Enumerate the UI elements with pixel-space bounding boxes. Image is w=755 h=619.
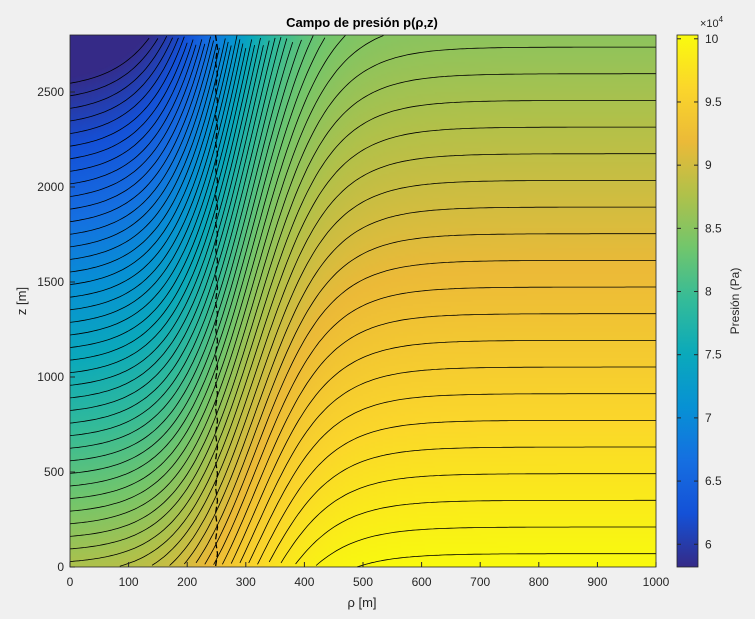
contour-line [222,313,656,565]
contour-line [69,40,214,235]
colorbar-exponent: ×104 [700,15,724,30]
colorbar-frame [676,34,699,568]
contour-line [69,100,656,562]
contour-line [69,39,302,474]
contour-line [69,45,264,399]
contour-line [69,44,217,248]
contour-line [183,206,656,565]
contour-line [69,36,185,147]
y-axis-label: z [m] [14,287,29,315]
x-tick-label: 0 [67,575,74,589]
x-tick-label: 700 [470,575,490,589]
colorbar-tick-label: 9 [705,158,712,172]
contour-line [69,39,203,197]
contour-line [69,36,168,109]
contour-line [268,446,656,563]
contour-line [69,46,656,537]
contour-line [69,36,211,223]
y-axis: 0 500 1000 1500 2000 2500 [37,85,75,574]
contour-line [69,44,197,185]
colorbar-gradient [677,35,698,567]
contour-line [248,393,656,564]
contour-line [69,73,656,550]
contour-line [356,553,656,568]
colorbar-tick-label: 6 [705,537,712,551]
contour-line [69,41,294,462]
plot-area[interactable] [69,34,657,568]
contour-line [69,39,241,323]
colorbar-tick-label: 9.5 [705,95,722,109]
x-tick-label: 600 [412,575,432,589]
x-tick-label: 300 [236,575,256,589]
contour-line [69,36,282,437]
contour-line [69,37,179,134]
contour-line [169,180,656,566]
contour-line [69,35,346,512]
contour-line [69,37,150,84]
y-tick-label: 0 [57,560,64,574]
y-tick-label: 1000 [37,370,64,384]
x-axis-label: ρ [m] [347,595,376,610]
y-tick-label: 1500 [37,275,64,289]
chart-title: Campo de presión p(ρ,z) [286,15,438,30]
contour-line [204,260,656,565]
contour-line [69,35,314,487]
contour-line [230,340,656,564]
y-tick-label: 2500 [37,85,64,99]
contour-line [69,43,244,336]
colorbar-ticks: 6 6.5 7 7.5 8 8.5 9 9.5 10 [677,32,722,551]
x-tick-label: 800 [529,575,549,589]
y-tick-label: 500 [44,465,64,479]
contour-line [195,233,656,564]
colorbar-tick-label: 10 [705,32,719,46]
colorbar-label: Presión (Pa) [728,268,742,335]
x-axis: 0 100 200 300 400 500 600 700 800 900 1000 [67,562,670,589]
x-tick-label: 100 [119,575,139,589]
contour-line [69,37,173,122]
contour-line [69,35,384,525]
contour-line [69,45,232,298]
colorbar-tick-label: 8 [705,285,712,299]
contour-line [69,38,288,449]
contour-line [119,126,656,567]
contour-line [69,43,206,210]
contour-line [69,37,326,499]
contour-line [69,38,226,273]
contour-line [295,499,656,565]
contour-line [257,420,656,565]
x-tick-label: 500 [353,575,373,589]
x-tick-label: 1000 [643,575,670,589]
colorbar-tick-label: 7.5 [705,348,722,362]
contour-line [69,39,194,172]
contour-line [69,37,261,386]
contour-line [69,45,255,374]
colorbar[interactable]: 6 6.5 7 7.5 8 8.5 9 9.5 10 ×104 Presión (Pa) [676,15,742,568]
contour-line [69,40,270,411]
x-tick-label: 400 [294,575,314,589]
contour-line [315,526,656,566]
colorbar-tick-label: 6.5 [705,474,722,488]
contour-line [213,286,656,565]
contour-line [280,473,656,564]
contour-line [69,41,229,285]
y-tick-label: 2000 [37,180,64,194]
colorbar-tick-label: 8.5 [705,221,722,235]
contour-line [69,37,276,424]
x-tick-label: 200 [177,575,197,589]
contour-line [69,38,159,97]
x-tick-label: 900 [587,575,607,589]
colorbar-tick-label: 7 [705,411,712,425]
contour-line [69,39,253,361]
contour-line [69,47,220,260]
contour-line [239,366,656,564]
contour-line [69,35,238,311]
contour-line [69,42,188,160]
contour-lines [69,35,656,568]
contour-line [151,153,656,566]
